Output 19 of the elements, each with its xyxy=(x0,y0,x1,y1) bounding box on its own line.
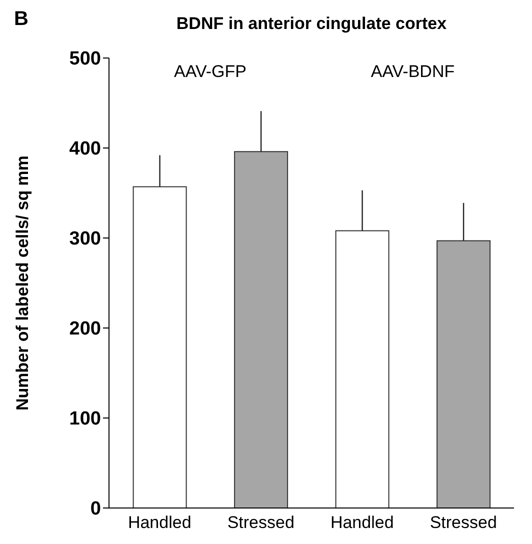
bar xyxy=(132,186,187,508)
bar xyxy=(335,230,390,508)
y-tick-label: 400 xyxy=(69,138,101,160)
annotation: AAV-BDNF xyxy=(370,62,456,82)
annotation: AAV-GFP xyxy=(173,62,248,82)
x-tick-label: Stressed xyxy=(430,513,497,532)
y-tick-label: 100 xyxy=(69,408,101,430)
text: B xyxy=(14,8,28,31)
bar xyxy=(234,151,288,508)
y-axis-title: Number of labeled cells/ sq mm xyxy=(13,155,32,411)
y-tick-label: 500 xyxy=(69,48,101,70)
chart-title: BDNF in anterior cingulate cortex xyxy=(175,14,448,34)
y-tick-label: 200 xyxy=(69,318,101,340)
x-tick-label: Handled xyxy=(128,513,192,532)
y-tick-label: 300 xyxy=(69,228,101,250)
x-tick-label: Handled xyxy=(330,513,394,532)
y-tick-label: 0 xyxy=(90,498,101,520)
x-tick-label: Stressed xyxy=(227,513,294,532)
bar xyxy=(436,240,491,508)
